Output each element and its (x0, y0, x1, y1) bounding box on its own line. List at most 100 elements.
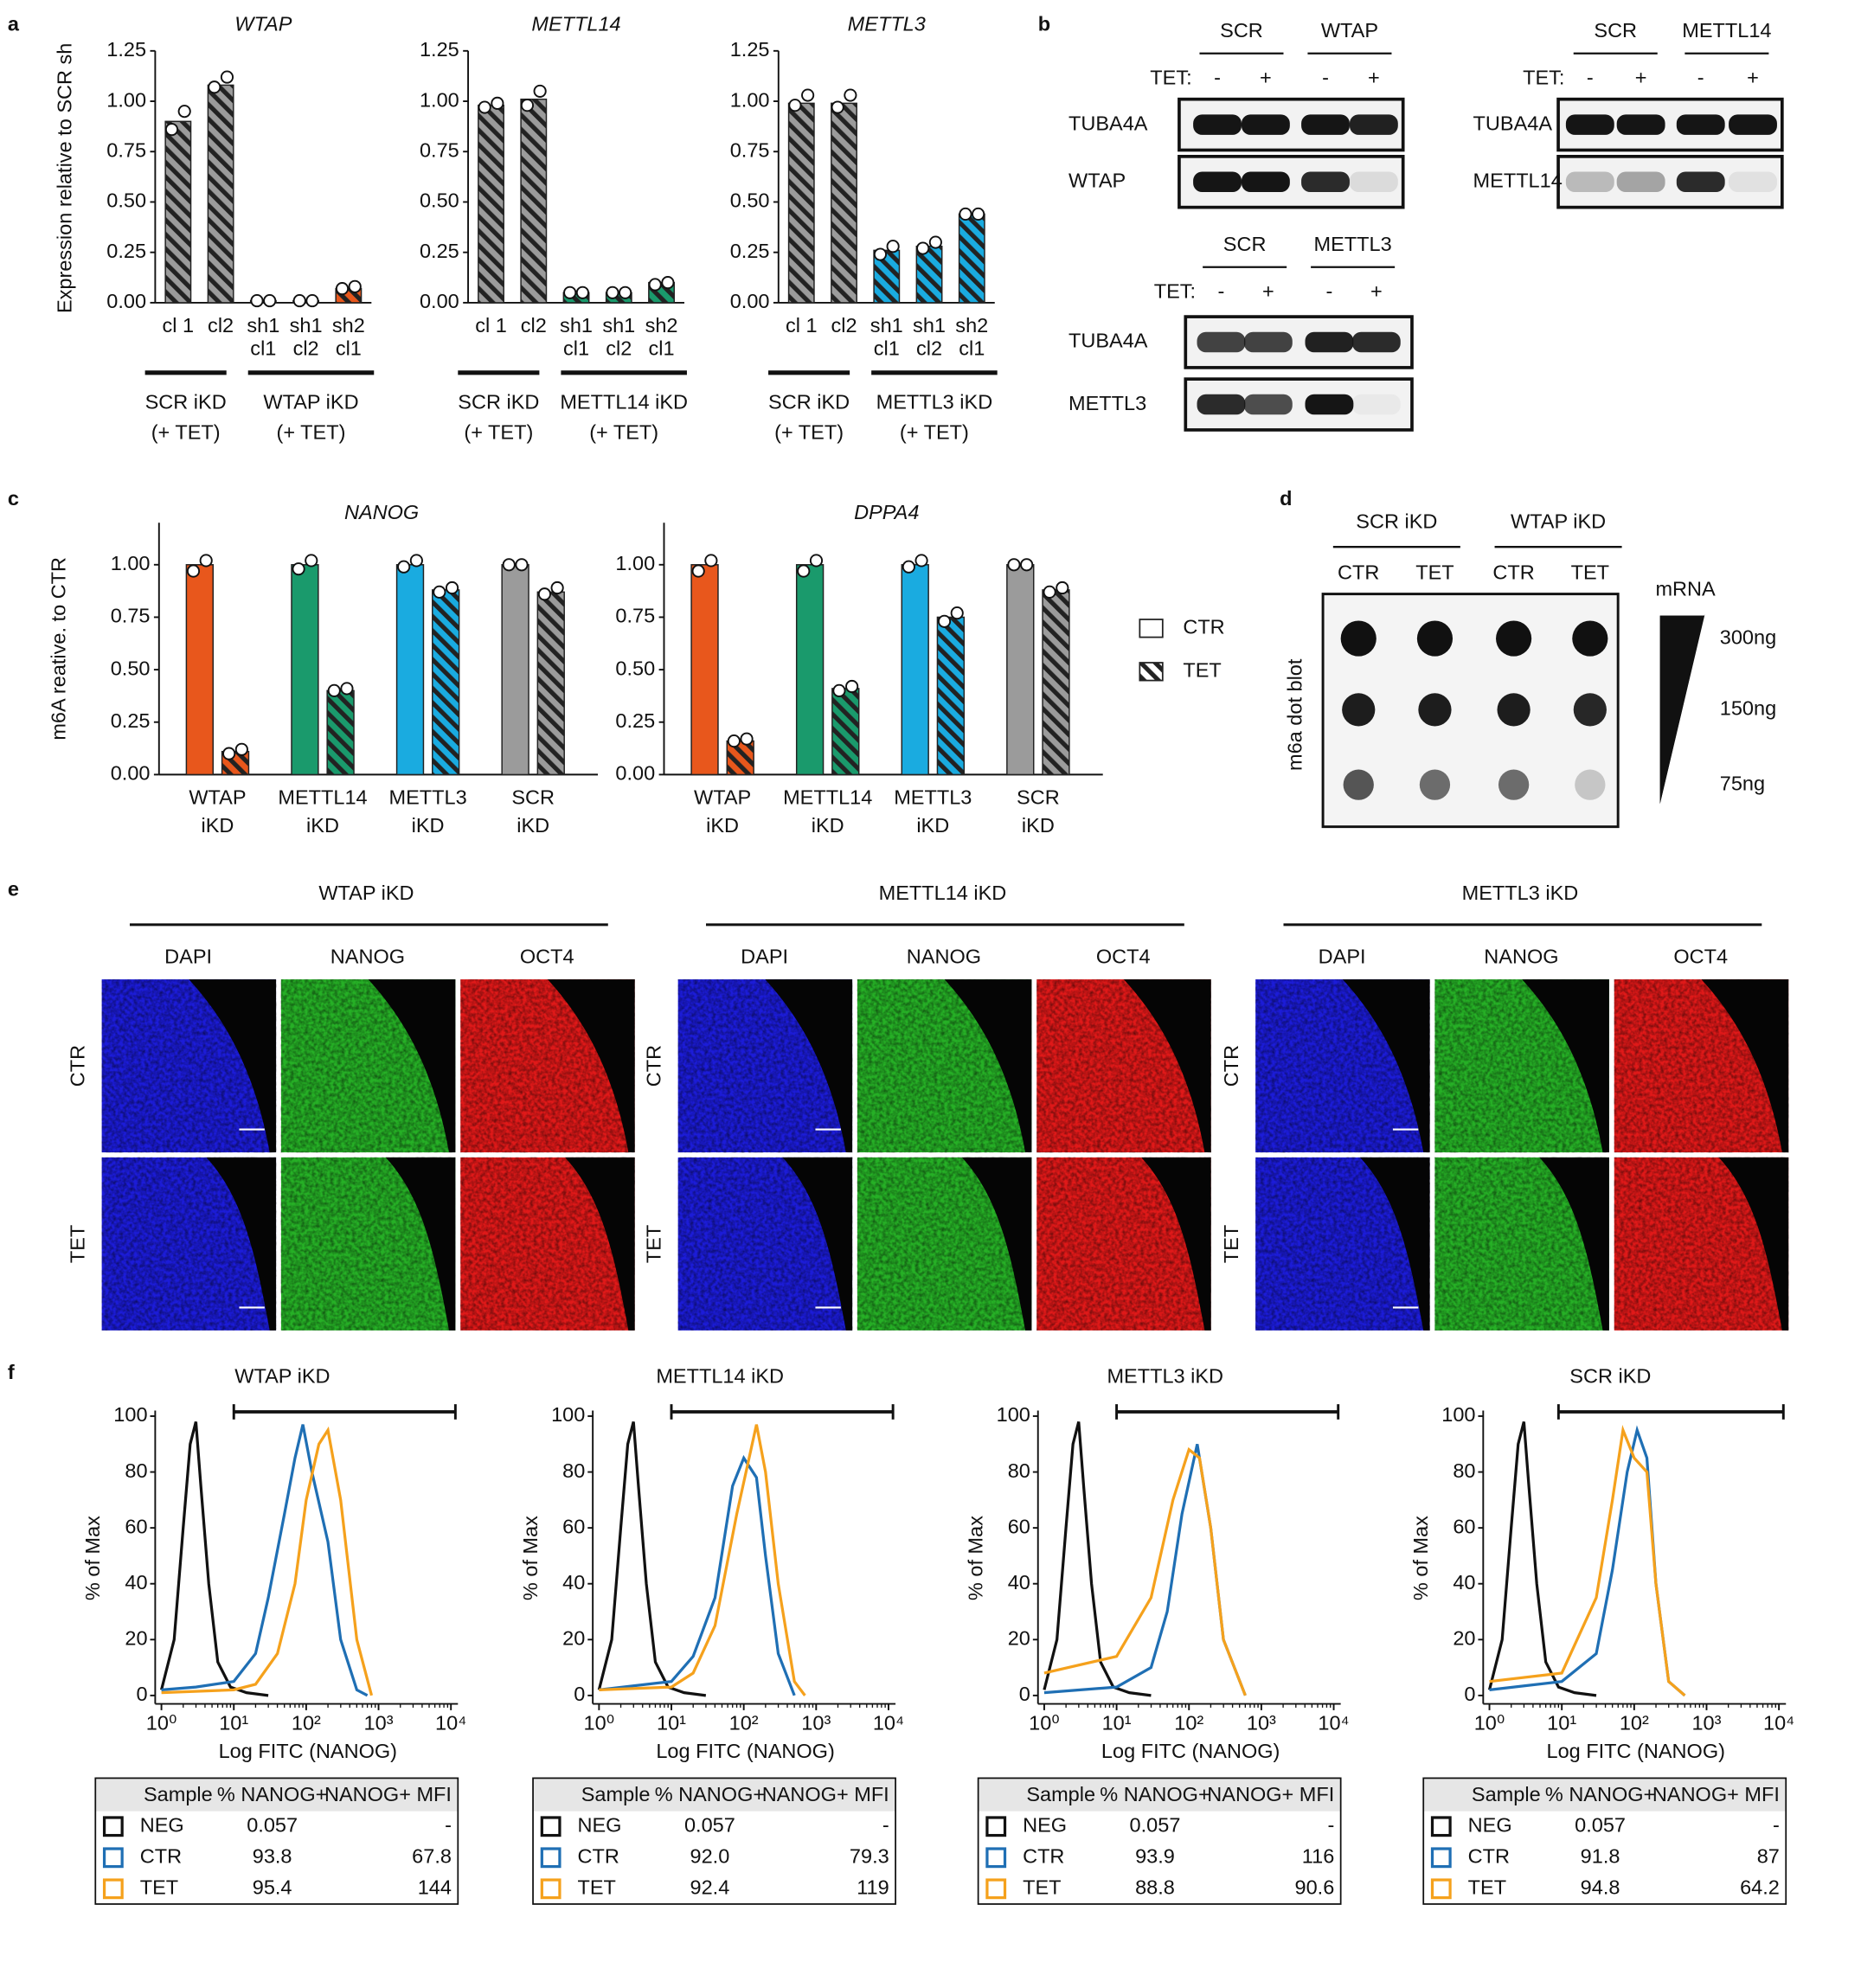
table-cell: CTR (1468, 1845, 1510, 1868)
blot-band (1349, 114, 1398, 135)
blot-column-label: SCR (1223, 233, 1267, 255)
dot (1342, 693, 1376, 727)
dot-y-label: m6a dot blot (1283, 658, 1306, 771)
if-channel-label: DAPI (1319, 945, 1366, 967)
blot-band (1197, 331, 1246, 353)
x-tick-label: 10⁰ (146, 1711, 177, 1734)
x-tick-label: cl2 (208, 314, 234, 337)
x-tick-label: 10² (729, 1711, 759, 1734)
x-axis-title: Log FITC (NANOG) (1547, 1740, 1725, 1762)
y-tick-label: 100 (997, 1403, 1030, 1426)
replicate-dot (335, 282, 350, 296)
blot-tet-sign: - (1326, 279, 1333, 302)
table-cell: 92.4 (690, 1876, 730, 1899)
if-background (944, 979, 1032, 1153)
bar (915, 245, 943, 304)
bar (326, 689, 355, 776)
if-channel-label: OCT4 (1096, 945, 1151, 967)
blot-band (1241, 171, 1290, 193)
table-header: % NANOG+ (217, 1783, 327, 1805)
table-swatch (1430, 1816, 1452, 1837)
if-background (565, 1157, 635, 1331)
x-tick-label: sh2 (332, 314, 365, 337)
x-tick-label: cl 1 (475, 314, 507, 337)
y-tick-label: 0.75 (420, 138, 459, 161)
blot-column-label: SCR (1594, 19, 1637, 42)
dot (1497, 693, 1531, 727)
if-channel-label: OCT4 (1673, 945, 1728, 967)
if-group-title: METTL3 iKD (1462, 882, 1579, 904)
x-tick-label: 10⁴ (435, 1711, 466, 1734)
group-label: (+ TET) (464, 421, 533, 444)
blot-band (1301, 114, 1350, 135)
table-swatch (1430, 1847, 1452, 1869)
table-header: % NANOG+ (1100, 1783, 1210, 1805)
table-header: NANOG+ MFI (1207, 1783, 1334, 1805)
if-channel-label: OCT4 (520, 945, 574, 967)
if-group-title: WTAP iKD (318, 882, 414, 904)
replicate-dot (1043, 585, 1056, 599)
if-background (765, 979, 853, 1153)
y-tick-label: 0.00 (730, 290, 770, 312)
y-tick-label: 100 (113, 1403, 147, 1426)
x-tick-label: cl1 (563, 337, 589, 360)
bar (432, 589, 460, 776)
x-tick-label: cl1 (336, 337, 362, 360)
y-tick-label: 0.50 (615, 657, 655, 679)
blot-tet-sign: - (1218, 279, 1225, 302)
table-cell: 116 (1302, 1845, 1335, 1868)
dot (1340, 620, 1376, 657)
blot-band (1241, 114, 1290, 135)
x-tick-label: 10⁴ (873, 1711, 904, 1734)
if-background (1123, 979, 1211, 1153)
y-tick-label: 1.25 (730, 38, 770, 61)
bar (207, 84, 234, 304)
replicate-dot (691, 564, 705, 578)
dot-condition-label: TET (1415, 561, 1454, 583)
group-label: METTL14 iKD (560, 390, 688, 413)
replicate-dot (563, 285, 577, 299)
table-cell: - (1327, 1813, 1334, 1836)
chart-title: WTAP iKD (234, 1364, 330, 1387)
x-tick-label: 10¹ (1547, 1711, 1576, 1734)
blot-band (1243, 394, 1293, 415)
replicate-dot (914, 554, 928, 568)
y-axis-title: % of Max (81, 1516, 104, 1600)
y-tick-label: 80 (562, 1459, 585, 1482)
x-tick-label: cl2 (293, 337, 319, 360)
table-header: NANOG+ MFI (762, 1783, 889, 1805)
table-cell: 0.057 (1575, 1813, 1626, 1836)
y-tick-label: 60 (1453, 1515, 1475, 1537)
dot (1418, 693, 1452, 727)
legend-label: CTR (1183, 616, 1224, 638)
table-swatch (540, 1878, 562, 1900)
x-tick-label: cl2 (521, 314, 547, 337)
replicate-dot (220, 70, 234, 84)
dot-group-label: SCR iKD (1356, 510, 1437, 532)
dot-amount-title: mRNA (1655, 577, 1716, 600)
x-tick-label: iKD (201, 814, 234, 837)
x-tick-label: cl1 (874, 337, 900, 360)
histogram-line (161, 1426, 374, 1696)
table-cell: 91.8 (1581, 1845, 1620, 1868)
blot-tet-sign: + (1262, 279, 1274, 302)
bar (185, 564, 215, 776)
bar (520, 98, 548, 304)
table-swatch (985, 1878, 1007, 1900)
x-tick-label: cl2 (606, 337, 632, 360)
amount-wedge (1659, 615, 1705, 805)
y-tick-label: 0.50 (420, 189, 459, 212)
x-tick-label: 10¹ (1102, 1711, 1132, 1734)
if-background (189, 979, 277, 1153)
table-header: Sample (581, 1783, 651, 1805)
x-tick-label: 10³ (1691, 1711, 1721, 1734)
x-tick-label: cl2 (831, 314, 857, 337)
x-tick-label: cl 1 (163, 314, 195, 337)
if-row-label: CTR (1220, 1045, 1242, 1087)
replicate-dot (292, 294, 306, 308)
y-tick-label: 60 (1008, 1515, 1030, 1537)
x-axis-title: Log FITC (NANOG) (219, 1740, 397, 1762)
x-tick-label: 10⁰ (584, 1711, 615, 1734)
panel-label: a (8, 13, 20, 35)
y-axis-title: m6A reative. to CTR (47, 557, 69, 741)
